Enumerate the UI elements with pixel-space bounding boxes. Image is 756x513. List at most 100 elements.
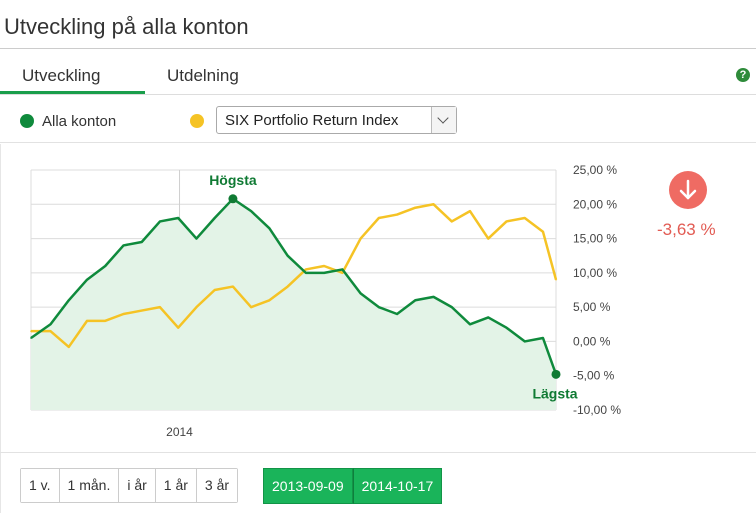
active-tab-indicator — [0, 91, 145, 94]
data-point — [250, 210, 252, 212]
title-divider — [0, 48, 756, 49]
y-tick-label: 20,00 % — [573, 197, 617, 211]
range-3-years-button[interactable]: 3 år — [196, 469, 238, 502]
data-point — [359, 292, 362, 295]
data-point — [555, 278, 557, 281]
data-point — [268, 299, 271, 302]
data-point — [104, 320, 107, 322]
date-from-button[interactable]: 2013-09-09 — [263, 468, 353, 504]
data-point — [122, 244, 125, 247]
data-point — [30, 330, 32, 332]
data-point — [67, 299, 70, 302]
arrow-down-icon — [679, 179, 697, 200]
data-point — [195, 306, 198, 308]
data-point — [67, 346, 70, 348]
panel-left-border — [0, 144, 1, 513]
data-point — [232, 285, 234, 288]
x-tick-label: 2014 — [166, 425, 193, 439]
tabs-divider — [0, 94, 756, 95]
footer-divider — [0, 452, 756, 453]
range-button-group: 1 v. 1 mån. i år 1 år 3 år — [20, 468, 239, 503]
y-tick-label: 15,00 % — [573, 232, 617, 246]
series-line-alla-konton — [30, 197, 558, 375]
y-tick-label: 5,00 % — [573, 300, 611, 314]
data-point — [305, 268, 307, 271]
data-point — [268, 227, 271, 230]
range-ytd-button[interactable]: i år — [119, 469, 156, 502]
range-1-month-button[interactable]: 1 mån. — [59, 469, 120, 502]
data-point — [140, 241, 143, 243]
data-point — [323, 265, 325, 267]
data-point — [396, 213, 398, 216]
dropdown-button[interactable] — [431, 107, 456, 133]
data-point — [414, 206, 417, 209]
data-point — [213, 217, 216, 219]
data-point — [323, 272, 325, 274]
y-tick-label: 10,00 % — [573, 266, 617, 280]
performance-chart[interactable]: 25,00 % 20,00 % 15,00 % 10,00 % 5,00 % 0,00 %… — [0, 150, 640, 450]
data-point — [396, 313, 398, 315]
date-range: 2013-09-09 2014-10-17 — [263, 468, 443, 504]
series-color-dot — [20, 114, 34, 128]
data-point — [414, 299, 417, 302]
data-point — [250, 306, 252, 308]
data-point — [49, 323, 52, 326]
data-point — [30, 337, 32, 339]
data-point — [359, 237, 362, 240]
data-point — [86, 320, 88, 322]
y-tick-label: -5,00 % — [573, 369, 615, 383]
range-1-week-button[interactable]: 1 v. — [21, 469, 60, 502]
y-tick-label: -10,00 % — [573, 403, 621, 417]
series-label-alla-konton: Alla konton — [42, 113, 117, 130]
data-point — [505, 326, 508, 329]
compare-index-select[interactable]: SIX Portfolio Return Index — [216, 106, 457, 134]
data-point — [505, 220, 508, 223]
data-point — [86, 278, 88, 281]
data-point — [542, 230, 544, 233]
low-point-marker — [551, 369, 561, 379]
data-point — [469, 323, 471, 326]
data-point — [213, 289, 216, 291]
date-to-button[interactable]: 2014-10-17 — [352, 468, 443, 504]
data-point — [159, 220, 161, 223]
data-point — [341, 272, 344, 274]
data-point — [140, 309, 143, 312]
data-point — [122, 313, 125, 315]
chart-legend: Alla konton SIX Portfolio Return Index — [0, 100, 756, 144]
page-title: Utveckling på alla konton — [4, 14, 249, 39]
data-point — [450, 306, 453, 308]
question-icon[interactable]: ? — [736, 68, 750, 82]
data-point — [487, 316, 490, 319]
change-value: -3,63 % — [657, 220, 716, 239]
data-point — [487, 237, 490, 240]
data-point — [177, 326, 180, 329]
data-point — [286, 254, 289, 257]
tab-utveckling[interactable]: Utveckling — [22, 66, 101, 85]
data-point — [378, 217, 380, 219]
low-point-label: Lägsta — [532, 385, 577, 401]
data-point — [286, 285, 289, 288]
data-point — [159, 306, 161, 308]
data-point — [104, 265, 107, 267]
tab-utdelning[interactable]: Utdelning — [167, 66, 239, 85]
data-point — [523, 340, 526, 343]
y-tick-label: 0,00 % — [573, 334, 611, 348]
compare-index-value: SIX Portfolio Return Index — [225, 112, 399, 129]
high-point-label: Högsta — [209, 172, 257, 188]
data-point — [341, 268, 344, 271]
data-point — [432, 203, 435, 206]
series-line-six-portfolio-return-index — [31, 203, 558, 349]
chevron-down-icon — [437, 112, 449, 124]
data-point — [523, 217, 526, 219]
compare-color-dot — [190, 114, 204, 128]
data-point — [542, 337, 544, 339]
data-point — [195, 237, 198, 240]
high-point-marker — [228, 194, 238, 204]
data-point — [450, 220, 453, 223]
change-badge — [669, 171, 707, 209]
data-point — [432, 296, 435, 298]
tab-bar: Utveckling Utdelning ? — [0, 58, 756, 96]
y-tick-label: 25,00 % — [573, 163, 617, 177]
range-1-year-button[interactable]: 1 år — [155, 469, 197, 502]
data-point — [378, 306, 380, 308]
